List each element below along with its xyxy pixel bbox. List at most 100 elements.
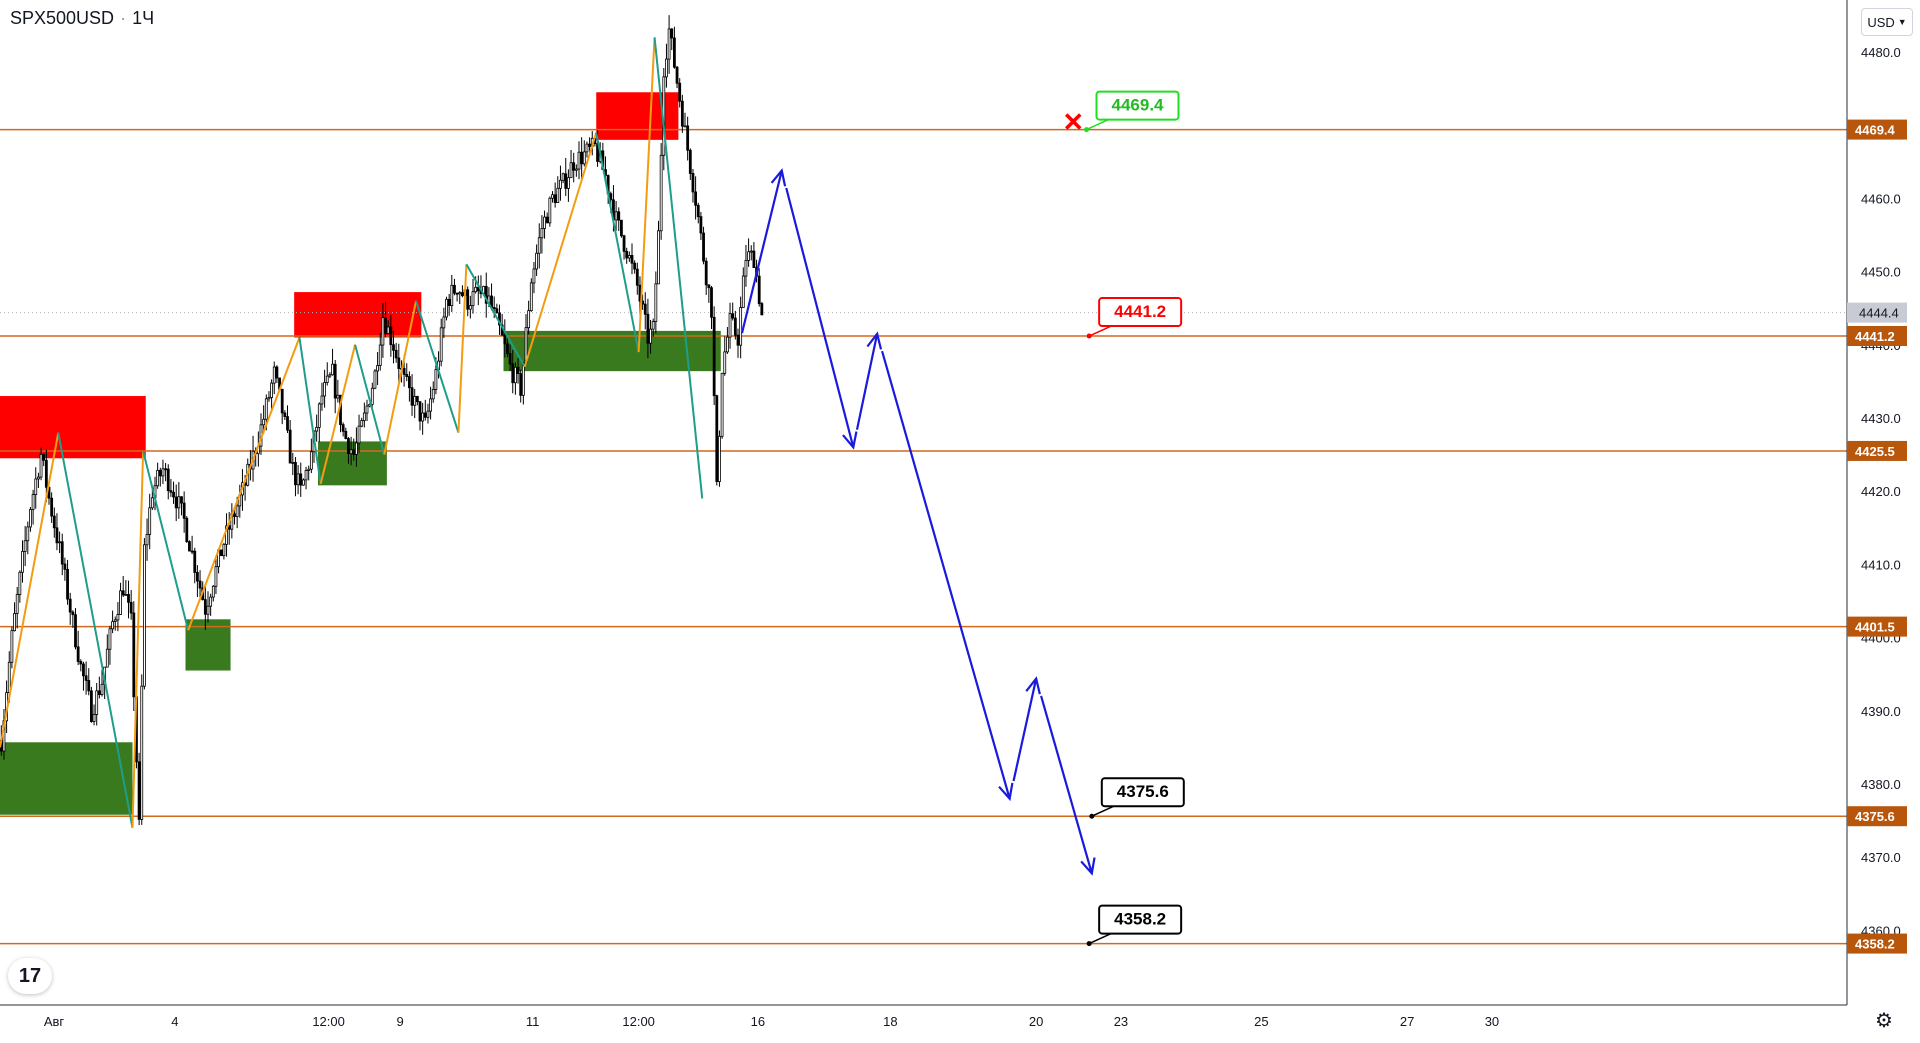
candle-body <box>445 298 448 318</box>
candle-body <box>718 435 721 482</box>
candle-body <box>354 442 358 455</box>
x-tick-label: 20 <box>1029 1014 1043 1029</box>
candle-body <box>283 412 287 417</box>
demand-zone-1 <box>185 619 231 671</box>
candle-body <box>74 614 77 648</box>
callout-box-0[interactable] <box>1095 90 1180 121</box>
candle-body <box>190 550 194 553</box>
level-price-label: 4441.2 <box>1855 329 1895 344</box>
candle-body <box>206 605 210 615</box>
zigzag-segment-1 <box>57 432 134 829</box>
candle-body <box>405 373 409 377</box>
tradingview-logo-icon[interactable]: 17 <box>8 958 52 994</box>
price-axis-bg[interactable] <box>1847 0 1920 1038</box>
candle-body <box>736 334 740 346</box>
candle-body <box>182 502 186 519</box>
currency-button[interactable]: USD ▼ <box>1861 8 1913 36</box>
candle-body <box>442 316 446 329</box>
zigzag-segment-10 <box>457 264 468 433</box>
candle-body <box>439 327 443 362</box>
candle-body <box>378 344 382 366</box>
x-tick-label: 18 <box>883 1014 897 1029</box>
candle-body <box>688 149 692 174</box>
candle-body <box>508 353 512 365</box>
callout-box-1[interactable] <box>1098 297 1183 328</box>
candle-body <box>309 451 313 470</box>
callout-label-3: 4358.2 <box>1114 910 1166 929</box>
candle-body <box>158 470 162 477</box>
supply-zone-2 <box>596 92 679 140</box>
candle-body <box>315 426 319 432</box>
callout-anchor-0 <box>1084 127 1089 133</box>
level-price-badge <box>1847 806 1907 827</box>
candle-body <box>691 173 695 193</box>
supply-zone-1 <box>294 292 422 338</box>
candle-body <box>476 286 480 292</box>
chevron-down-icon: ▼ <box>1897 17 1907 27</box>
candle-body <box>55 527 59 544</box>
candle-body <box>567 177 570 189</box>
candle-body <box>132 612 136 698</box>
candle-body <box>328 374 332 377</box>
forecast-arrowhead-2 <box>866 331 883 350</box>
forecast-segment-4 <box>1012 678 1038 782</box>
candle-body <box>545 216 549 224</box>
zigzag-layer <box>0 37 704 829</box>
forecast-segment-5 <box>1040 695 1093 874</box>
forecast-segment-1 <box>785 187 855 448</box>
candle-body <box>625 250 629 259</box>
level-price-label: 4375.6 <box>1855 809 1895 824</box>
candle-body <box>357 425 361 444</box>
candle-body <box>301 479 305 486</box>
candle-body <box>211 585 215 598</box>
callout-box-2[interactable] <box>1100 777 1185 808</box>
candle-body <box>757 275 761 304</box>
candle-body <box>60 541 64 565</box>
callout-box-3[interactable] <box>1098 904 1183 935</box>
candle-body <box>651 321 655 330</box>
level-price-badge <box>1847 616 1907 637</box>
candle-body <box>699 216 703 234</box>
zigzag-segment-6 <box>319 344 357 485</box>
candle-body <box>381 317 385 346</box>
candle-body <box>556 187 560 204</box>
callout-label-0: 4469.4 <box>1112 96 1165 115</box>
candle-body <box>492 307 496 310</box>
candle-body <box>397 357 401 369</box>
callout-anchor-1 <box>1086 333 1092 339</box>
candle-body <box>580 151 584 165</box>
zigzag-segment-12 <box>523 132 598 368</box>
candle-body <box>426 410 430 418</box>
candle-body <box>34 478 38 496</box>
candle-body <box>460 292 464 297</box>
candle-body <box>10 630 14 663</box>
candle-body <box>657 230 660 285</box>
candle-body <box>198 580 202 589</box>
candle-body <box>577 151 581 170</box>
candle-body <box>741 275 745 308</box>
candle-body <box>635 268 639 286</box>
symbol-name: SPX500USD <box>10 8 115 28</box>
candle-body <box>113 619 117 622</box>
candle-body <box>686 125 690 151</box>
supply-zone-0 <box>0 396 146 459</box>
candle-body <box>418 401 422 422</box>
candle-body <box>362 412 366 421</box>
level-price-label: 4425.5 <box>1855 444 1895 459</box>
candle-body <box>617 211 621 221</box>
level-price-label: 4401.5 <box>1855 620 1895 635</box>
candle-body <box>272 366 276 384</box>
candle-body <box>678 82 682 102</box>
candle-body <box>270 382 274 398</box>
symbol-header[interactable]: SPX500USD · 1Ч <box>10 8 154 29</box>
candle-body <box>347 438 350 455</box>
gear-icon[interactable]: ⚙ <box>1875 1010 1893 1032</box>
candle-body <box>614 211 618 221</box>
demand-zone-0 <box>0 742 133 815</box>
candle-body <box>137 761 141 820</box>
candle-body <box>365 405 369 414</box>
candle-body <box>42 454 46 461</box>
